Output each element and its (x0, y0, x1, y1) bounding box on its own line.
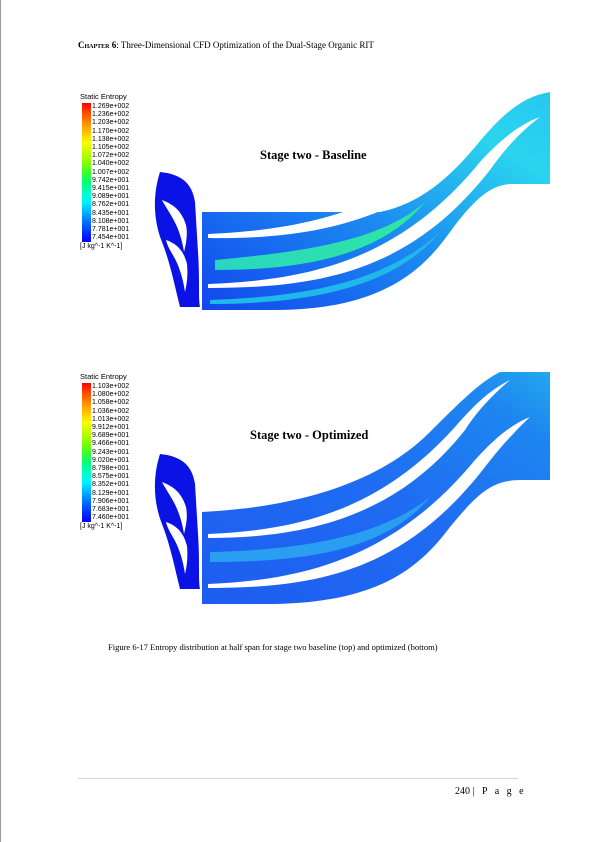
legend-value: 8.575e+001 (92, 473, 130, 481)
legend-value: 8.798e+001 (92, 465, 130, 473)
page-edge-line (0, 0, 1, 842)
running-header: Chapter 6: Three-Dimensional CFD Optimiz… (78, 40, 374, 50)
legend-labels: 1.103e+002 1.080e+002 1.058e+002 1.036e+… (92, 383, 129, 522)
legend-value: 1.269e+002 (92, 103, 130, 110)
legend-value: 1.036e+002 (92, 407, 130, 415)
rotor-wake-region (210, 232, 440, 304)
legend-value: 9.912e+001 (92, 424, 130, 432)
legend-value: 7.460e+001 (92, 514, 130, 522)
legend-value: 1.080e+002 (92, 391, 130, 399)
legend-value: 9.689e+001 (92, 432, 130, 440)
legend-value: 9.415e+001 (92, 185, 130, 193)
chapter-label: Chapter 6 (78, 40, 117, 50)
rotor-high-entropy-region (215, 202, 425, 270)
legend-value: 7.906e+001 (92, 497, 130, 505)
figure-baseline: Static Entropy 1.269e+002 1.236e+002 1.2… (80, 92, 550, 322)
rotor-blade (208, 95, 535, 239)
legend-value: 1.105e+002 (92, 144, 130, 152)
legend-value: 1.236e+002 (92, 111, 130, 119)
rotor-blade (208, 417, 530, 588)
figure-title-optimized: Stage two - Optimized (250, 428, 369, 442)
footer-divider (78, 778, 518, 779)
legend-value: 1.072e+002 (92, 152, 130, 160)
stator-domain (154, 172, 200, 307)
legend-value: 7.454e+001 (92, 234, 130, 242)
figure-caption: Figure 6-17 Entropy distribution at half… (108, 642, 438, 652)
figure-title-baseline: Stage two - Baseline (260, 148, 367, 162)
legend-optimized: Static Entropy 1.103e+002 1.080e+002 1.0… (80, 372, 129, 530)
legend-units: [J kg^-1 K^-1] (80, 523, 123, 531)
legend-baseline: Static Entropy 1.269e+002 1.236e+002 1.2… (80, 92, 129, 250)
legend-labels: 1.269e+002 1.236e+002 1.203e+002 1.170e+… (92, 103, 129, 242)
legend-value: 7.781e+001 (92, 226, 130, 234)
legend-value: 1.007e+002 (92, 168, 130, 176)
stator-blade (162, 200, 187, 252)
legend-units: [J kg^-1 K^-1] (80, 243, 123, 251)
legend-value: 1.103e+002 (92, 383, 130, 390)
stator-blade (166, 240, 188, 292)
figure-optimized: Static Entropy 1.103e+002 1.080e+002 1.0… (80, 372, 550, 604)
stator-blade (162, 482, 187, 534)
legend-value: 8.352e+001 (92, 481, 130, 489)
legend-value: 1.040e+002 (92, 160, 130, 168)
legend-color-bar (82, 383, 91, 523)
rotor-wake-region (210, 497, 430, 562)
contour-plot-baseline (154, 92, 550, 310)
contour-plot-optimized (154, 372, 550, 604)
legend-color-bar (82, 103, 91, 243)
chapter-title: : Three-Dimensional CFD Optimization of … (116, 40, 374, 50)
legend-value: 8.435e+001 (92, 209, 130, 217)
page-number-value: 240 (455, 786, 470, 797)
rotor-blade (208, 117, 540, 288)
legend-value: 8.762e+001 (92, 201, 130, 209)
legend-title: Static Entropy (80, 372, 127, 381)
rotor-blade (208, 380, 510, 538)
legend-title: Static Entropy (80, 92, 127, 101)
legend-value: 9.020e+001 (92, 456, 130, 464)
legend-value: 1.138e+002 (92, 135, 130, 143)
legend-value: 9.243e+001 (92, 448, 130, 456)
stator-domain (154, 454, 200, 589)
legend-value: 1.058e+002 (92, 399, 130, 407)
rotor-domain (202, 372, 550, 604)
legend-value: 9.466e+001 (92, 440, 130, 448)
legend-value: 9.742e+001 (92, 176, 130, 184)
legend-value: 1.203e+002 (92, 119, 130, 127)
legend-value: 7.683e+001 (92, 506, 130, 514)
legend-value: 1.013e+002 (92, 415, 130, 423)
legend-value: 8.129e+001 (92, 489, 130, 497)
legend-value: 8.108e+001 (92, 217, 130, 225)
page-label: | P a g e (472, 786, 527, 797)
page-number: 240 | P a g e (455, 786, 526, 797)
legend-value: 9.089e+001 (92, 193, 130, 201)
stator-blade (166, 522, 188, 574)
legend-value: 1.170e+002 (92, 127, 130, 135)
